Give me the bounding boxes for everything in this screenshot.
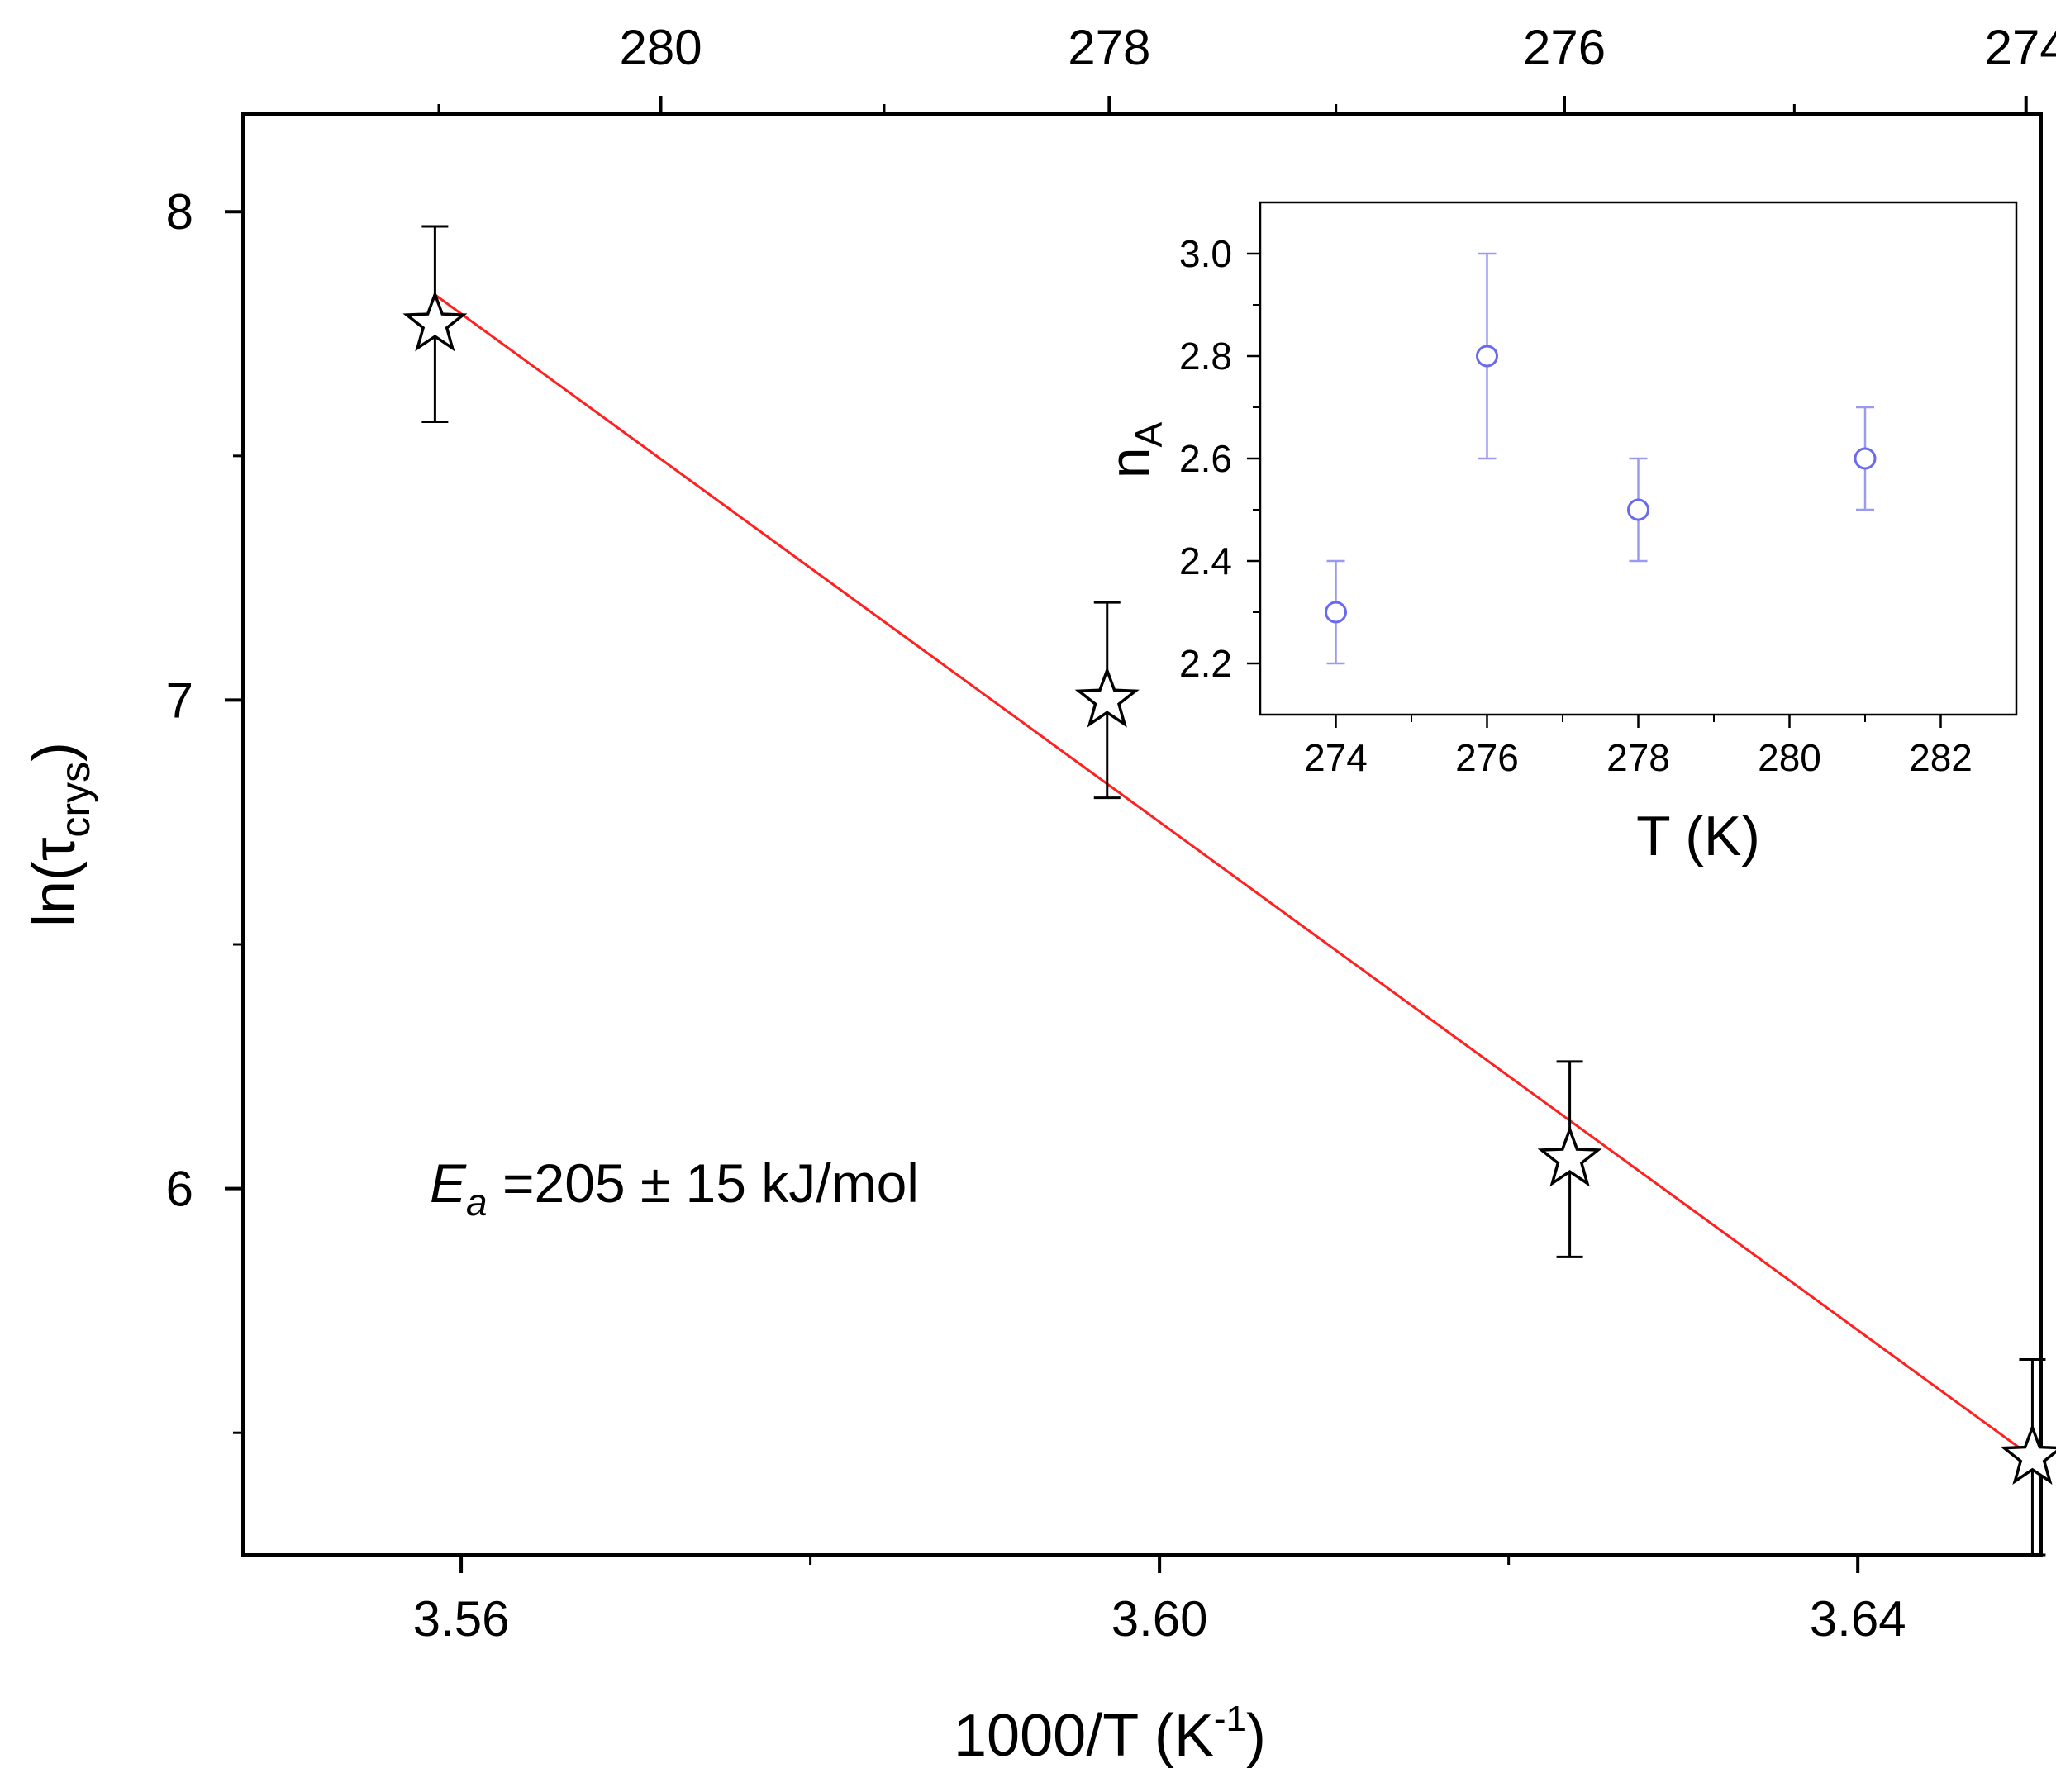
inset-y-tick-label: 2.8 — [1179, 335, 1232, 378]
main-markers — [402, 290, 2056, 1485]
star-marker — [2000, 1423, 2056, 1485]
x-tick-label: 3.56 — [413, 1591, 510, 1647]
inset-y-tick-label: 3.0 — [1179, 232, 1232, 275]
main-plot-border — [241, 112, 2043, 1557]
y-tick-label: 8 — [166, 184, 193, 240]
y-axis-title: ln(τcrys) — [21, 742, 98, 927]
inset-x-tick-label: 280 — [1758, 736, 1821, 779]
fit-line-group — [434, 293, 2034, 1458]
inset-x-tick-label: 274 — [1304, 736, 1368, 779]
top-tick-label: 274 — [1985, 20, 2056, 75]
x-tick-label: 3.64 — [1810, 1591, 1906, 1647]
inset-y-tick-label: 2.4 — [1179, 540, 1232, 582]
inset-y-axis-title: nA — [1098, 421, 1170, 478]
top-tick-label: 280 — [619, 20, 702, 75]
y-tick-label: 7 — [166, 673, 193, 728]
inset-circle-marker — [1325, 601, 1347, 624]
inset-y-tick-label: 2.2 — [1179, 642, 1232, 685]
top-tick-label: 278 — [1068, 20, 1150, 75]
main-axis-ticks: 3.56 3.60 3.64 6 7 8 280 278 276 274 — [166, 20, 2056, 1647]
inset-x-axis-title: T (K) — [1636, 805, 1760, 867]
star-marker — [1074, 666, 1140, 728]
inset-x-tick-label: 278 — [1606, 736, 1670, 779]
inset-circle-marker — [1854, 447, 1877, 470]
top-tick-label: 276 — [1523, 20, 1606, 75]
fit-line — [434, 293, 2034, 1458]
inset-x-tick-label: 282 — [1909, 736, 1973, 779]
y-tick-label: 6 — [166, 1162, 193, 1217]
inset-axis-ticks: 274 276 278 280 282 2.2 2.4 2.6 2.8 3.0 — [1179, 232, 1973, 779]
star-marker — [1537, 1125, 1602, 1187]
inset-y-tick-label: 2.6 — [1179, 437, 1232, 480]
x-axis-title: 1000/T (K-1) — [954, 1699, 1266, 1769]
activation-energy-annotation: Ea =205 ± 15 kJ/mol — [430, 1153, 919, 1224]
inset-markers — [1325, 345, 1877, 624]
inset-circle-marker — [1476, 345, 1498, 368]
star-marker — [402, 290, 468, 352]
inset-x-tick-label: 276 — [1455, 736, 1519, 779]
x-tick-label: 3.60 — [1111, 1591, 1208, 1647]
inset-circle-marker — [1627, 498, 1649, 521]
main-plot-frame — [241, 112, 2043, 1557]
